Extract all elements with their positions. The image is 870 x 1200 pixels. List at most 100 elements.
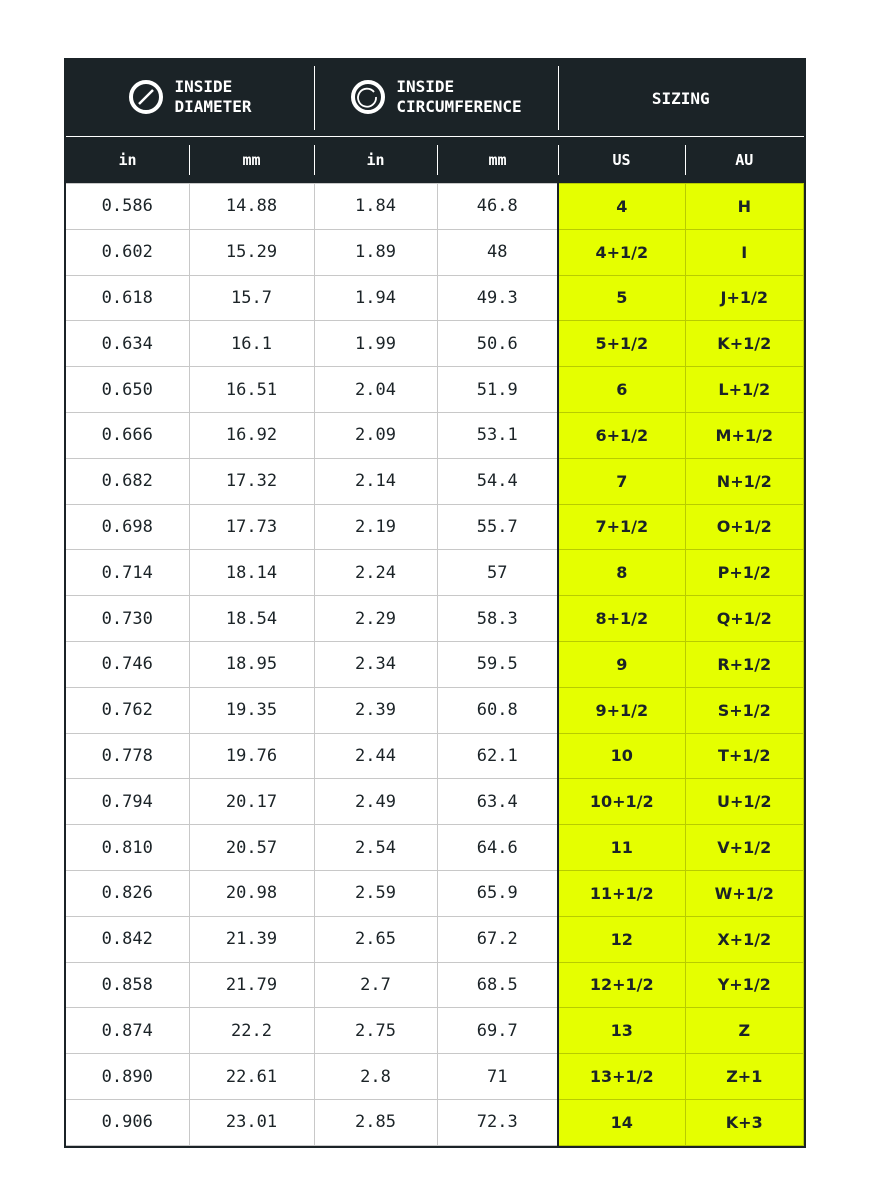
cell-diameter-mm: 23.01 [188,1098,315,1146]
cell-size-us: 7 [557,457,686,505]
cell-diameter-in: 0.746 [66,640,190,688]
table-row: 0.602 15.29 1.89 48 4+1/2 I [66,228,805,276]
col-header: US [558,136,686,184]
cell-circumference-in: 2.75 [313,1007,438,1055]
cell-size-us: 14 [557,1098,686,1146]
cell-circumference-in: 1.89 [313,228,438,276]
cell-diameter-mm: 22.61 [188,1053,315,1100]
ring-size-table: INSIDE DIAMETER INSIDE CIRCUMFERENCE SIZIN… [64,58,806,1148]
cell-circumference-mm: 48 [436,228,559,276]
cell-size-au: M+1/2 [684,411,805,459]
cell-circumference-mm: 55.7 [436,503,559,551]
cell-size-us: 7+1/2 [557,503,686,551]
cell-diameter-mm: 16.51 [188,366,315,413]
cell-diameter-mm: 21.79 [188,961,315,1009]
table-row: 0.730 18.54 2.29 58.3 8+1/2 Q+1/2 [66,595,805,642]
cell-circumference-mm: 65.9 [436,869,559,917]
cell-size-au: R+1/2 [684,640,805,688]
cell-diameter-mm: 20.17 [188,778,315,826]
cell-size-au: S+1/2 [684,686,805,734]
table-row: 0.586 14.88 1.84 46.8 4 H [66,183,805,230]
cell-size-us: 9 [557,640,686,688]
cell-diameter-mm: 17.32 [188,457,315,505]
cell-diameter-in: 0.762 [66,686,190,734]
table-row: 0.810 20.57 2.54 64.6 11 V+1/2 [66,824,805,871]
cell-size-au: W+1/2 [684,869,805,917]
table-row: 0.698 17.73 2.19 55.7 7+1/2 O+1/2 [66,503,805,551]
cell-circumference-in: 2.8 [313,1053,438,1100]
cell-diameter-mm: 19.35 [188,686,315,734]
cell-diameter-in: 0.794 [66,778,190,826]
cell-size-au: K+1/2 [684,320,805,368]
cell-size-au: O+1/2 [684,503,805,551]
cell-size-us: 11 [557,824,686,871]
cell-circumference-in: 2.09 [313,411,438,459]
cell-circumference-in: 2.04 [313,366,438,413]
cell-size-us: 11+1/2 [557,869,686,917]
cell-circumference-mm: 58.3 [436,595,559,642]
cell-size-us: 8+1/2 [557,595,686,642]
cell-size-us: 9+1/2 [557,686,686,734]
cell-diameter-mm: 20.98 [188,869,315,917]
cell-diameter-mm: 18.95 [188,640,315,688]
cell-circumference-in: 2.14 [313,457,438,505]
cell-diameter-in: 0.842 [66,915,190,963]
cell-diameter-in: 0.730 [66,595,190,642]
col-header: mm [437,136,559,184]
cell-circumference-mm: 51.9 [436,366,559,413]
table-row: 0.714 18.14 2.24 57 8 P+1/2 [66,549,805,597]
diameter-icon [129,80,164,114]
cell-diameter-in: 0.650 [66,366,190,413]
table-row: 0.906 23.01 2.85 72.3 14 K+3 [66,1098,805,1146]
table-row: 0.858 21.79 2.7 68.5 12+1/2 Y+1/2 [66,961,805,1009]
cell-circumference-mm: 46.8 [436,183,559,230]
cell-size-au: Y+1/2 [684,961,805,1009]
table-body: 0.586 14.88 1.84 46.8 4 H 0.602 15.29 1.89 48 4+1/… [66,183,805,1146]
cell-diameter-in: 0.906 [66,1098,190,1146]
cell-circumference-in: 2.49 [313,778,438,826]
cell-circumference-in: 2.44 [313,732,438,780]
table-row: 0.874 22.2 2.75 69.7 13 Z [66,1007,805,1055]
table-row: 0.682 17.32 2.14 54.4 7 N+1/2 [66,457,805,505]
cell-diameter-mm: 18.14 [188,549,315,597]
cell-circumference-mm: 64.6 [436,824,559,871]
cell-circumference-in: 1.99 [313,320,438,368]
cell-circumference-mm: 67.2 [436,915,559,963]
cell-size-au: H [684,183,805,230]
table-row: 0.762 19.35 2.39 60.8 9+1/2 S+1/2 [66,686,805,734]
cell-circumference-mm: 68.5 [436,961,559,1009]
cell-circumference-in: 2.65 [313,915,438,963]
col-header: in [66,136,189,184]
table-row: 0.778 19.76 2.44 62.1 10 T+1/2 [66,732,805,780]
cell-size-au: Z [684,1007,805,1055]
table-row: 0.794 20.17 2.49 63.4 10+1/2 U+1/2 [66,778,805,826]
cell-size-us: 8 [557,549,686,597]
cell-size-us: 4 [557,183,686,230]
table-row: 0.666 16.92 2.09 53.1 6+1/2 M+1/2 [66,411,805,459]
cell-size-us: 6 [557,366,686,413]
cell-circumference-mm: 60.8 [436,686,559,734]
cell-diameter-mm: 16.92 [188,411,315,459]
cell-size-au: P+1/2 [684,549,805,597]
cell-size-au: V+1/2 [684,824,805,871]
circumference-icon [351,80,386,114]
cell-size-us: 5 [557,274,686,322]
cell-size-au: L+1/2 [684,366,805,413]
table-row: 0.826 20.98 2.59 65.9 11+1/2 W+1/2 [66,869,805,917]
cell-size-us: 4+1/2 [557,228,686,276]
cell-diameter-in: 0.618 [66,274,190,322]
cell-circumference-in: 2.29 [313,595,438,642]
cell-circumference-in: 2.7 [313,961,438,1009]
cell-circumference-mm: 62.1 [436,732,559,780]
cell-circumference-mm: 54.4 [436,457,559,505]
cell-diameter-in: 0.810 [66,824,190,871]
cell-diameter-in: 0.586 [66,183,190,230]
table-row: 0.634 16.1 1.99 50.6 5+1/2 K+1/2 [66,320,805,368]
header-label: INSIDE [396,77,455,96]
header-sizing: SIZING [558,60,803,137]
cell-diameter-in: 0.682 [66,457,190,505]
cell-diameter-in: 0.826 [66,869,190,917]
cell-diameter-in: 0.602 [66,228,190,276]
cell-circumference-in: 2.39 [313,686,438,734]
cell-diameter-in: 0.714 [66,549,190,597]
